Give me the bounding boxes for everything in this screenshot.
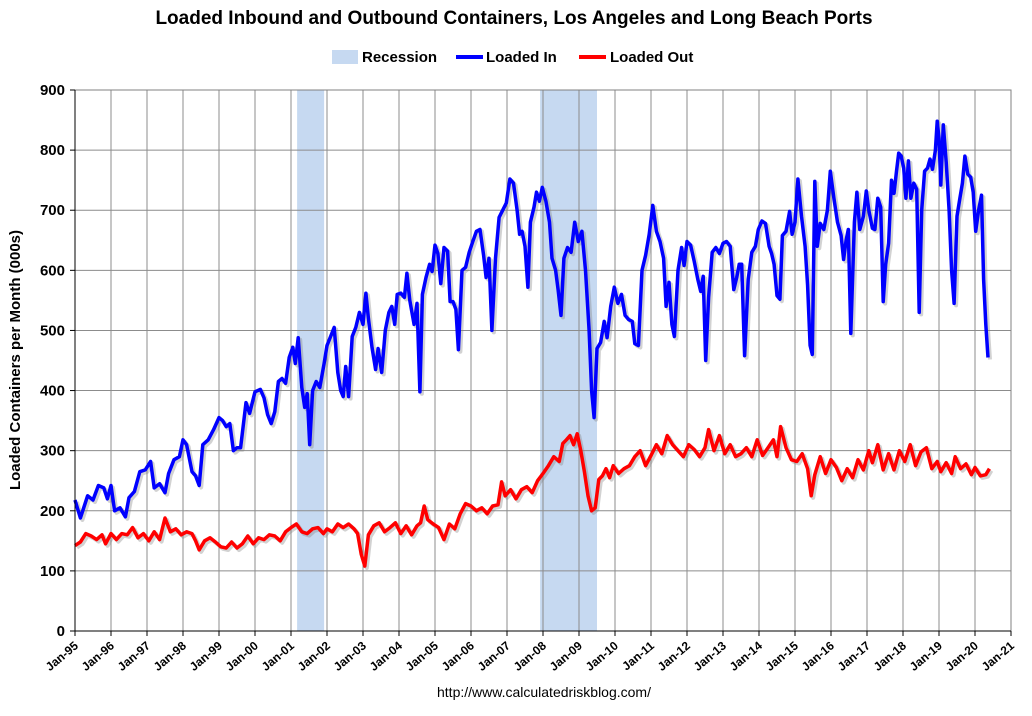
y-axis: 0 100 200 300 400 500 600 700 800 900: [40, 82, 76, 640]
recession-band-1: [297, 90, 325, 631]
y-tick-label-0: 0: [57, 623, 65, 640]
y-tick-label-400: 400: [40, 383, 65, 400]
series: [73, 119, 994, 571]
y-tick-label-900: 900: [40, 82, 65, 99]
y-tick-label-600: 600: [40, 262, 65, 279]
legend-swatch-recession: [332, 50, 358, 64]
y-axis-label: Loaded Containers per Month (000s): [7, 230, 24, 490]
legend: Recession Loaded In Loaded Out: [332, 49, 693, 66]
y-tick-label-100: 100: [40, 563, 65, 580]
y-tick-label-800: 800: [40, 142, 65, 159]
y-tick-label-200: 200: [40, 503, 65, 520]
y-tick-label-500: 500: [40, 322, 65, 339]
legend-label-loaded-out: Loaded Out: [610, 49, 693, 66]
chart-title: Loaded Inbound and Outbound Containers, …: [155, 8, 872, 29]
series-line-loaded-in: [73, 119, 990, 520]
series-line-loaded-out: [74, 424, 991, 568]
recession-band-2: [540, 90, 597, 631]
y-tick-label-700: 700: [40, 202, 65, 219]
legend-label-recession: Recession: [362, 49, 437, 66]
y-tick-label-300: 300: [40, 443, 65, 460]
source-url: http://www.calculatedriskblog.com/: [437, 684, 651, 700]
legend-label-loaded-in: Loaded In: [486, 49, 557, 66]
recession-bands: [297, 90, 597, 631]
